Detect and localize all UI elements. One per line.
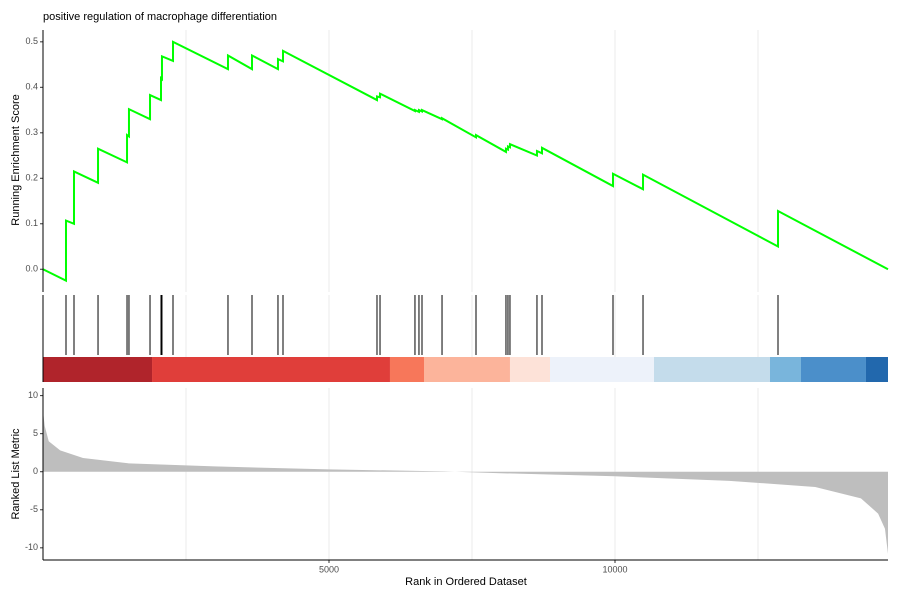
color-band [152,357,390,382]
y-axis-label: Running Enrichment Score [10,94,22,225]
y-tick-label: -10 [25,542,38,552]
color-band [801,357,866,382]
y-tick-label: 10 [28,390,38,400]
color-band [550,357,654,382]
color-band [389,357,425,382]
y-tick-label: 0.3 [25,127,38,137]
x-tick-label: 10000 [602,564,627,574]
y-tick-label: 0.4 [25,82,38,92]
color-band [865,357,888,382]
color-band [424,357,510,382]
y-axis-label: Ranked List Metric [10,428,22,520]
color-band [509,357,551,382]
color-band [43,357,153,382]
y-tick-label: 0.2 [25,173,38,183]
color-band [653,357,770,382]
y-tick-label: 0.5 [25,36,38,46]
y-tick-label: 0.0 [25,264,38,274]
x-axis-label: Rank in Ordered Dataset [405,576,527,588]
y-tick-label: -5 [30,504,38,514]
y-tick-label: 0 [33,466,38,476]
y-tick-label: 5 [33,428,38,438]
es-line [42,40,889,283]
color-band [769,357,802,382]
y-tick-label: 0.1 [25,218,38,228]
x-tick-label: 5000 [319,564,339,574]
chart-title: positive regulation of macrophage differ… [43,11,277,23]
